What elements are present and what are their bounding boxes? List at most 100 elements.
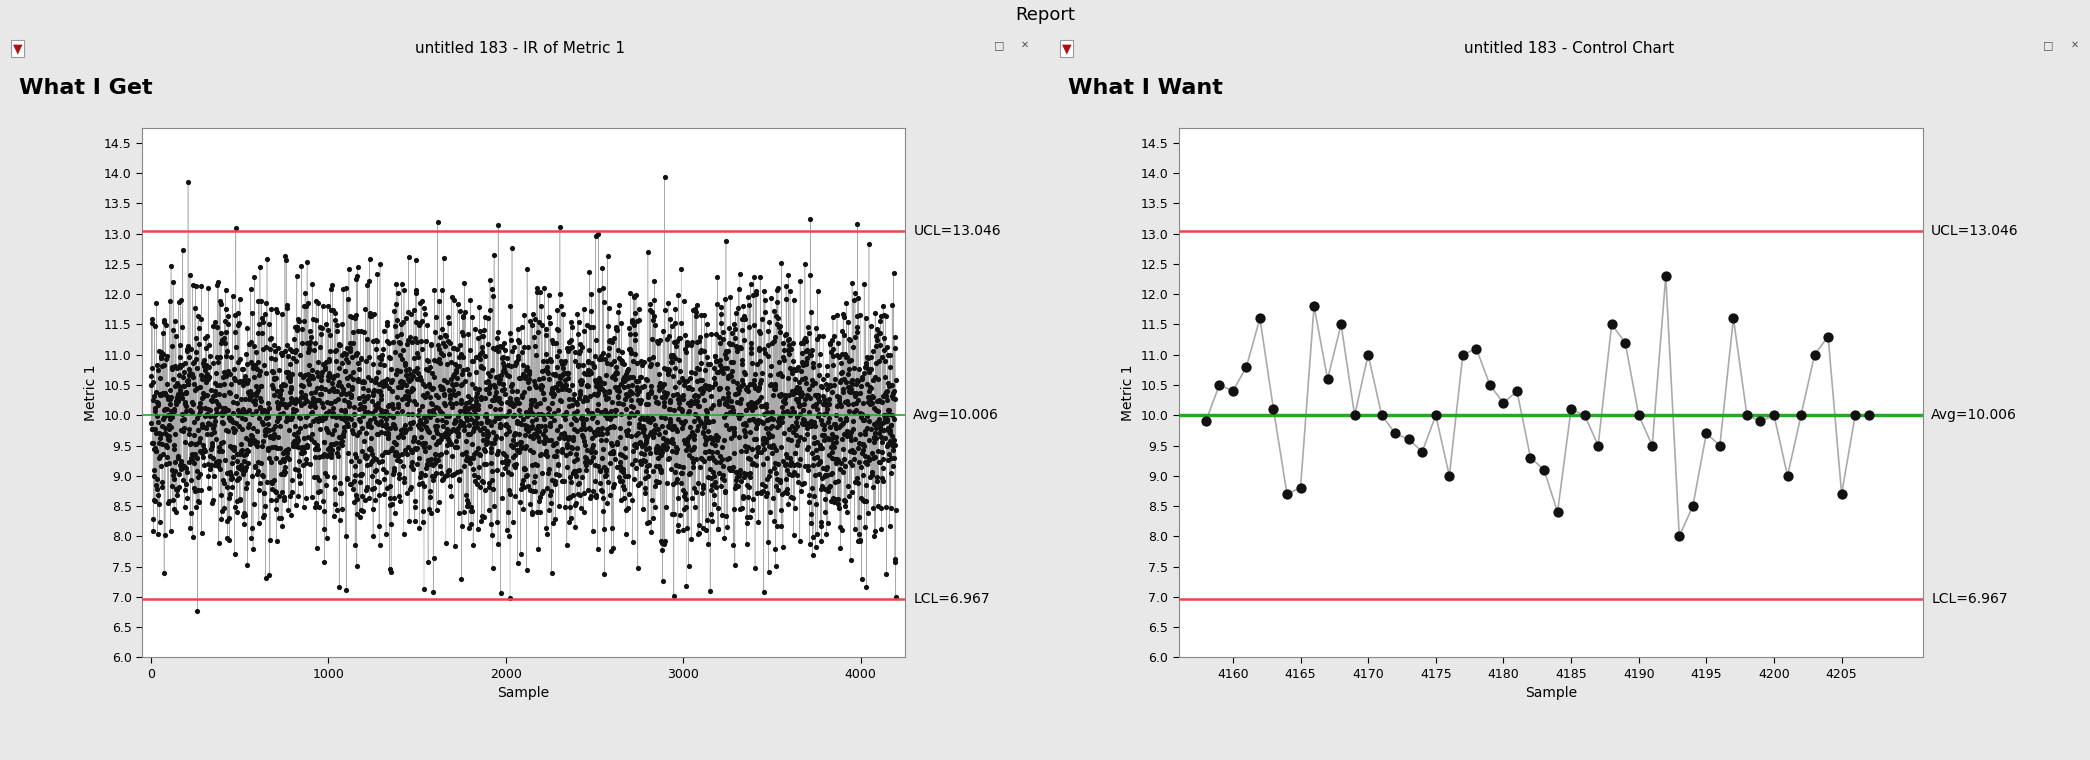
Point	[171, 340, 205, 352]
Point	[696, 489, 729, 501]
Point	[832, 480, 865, 492]
Point	[629, 397, 663, 410]
Point	[506, 359, 539, 372]
Point	[368, 377, 401, 389]
Point	[163, 359, 196, 371]
Point	[840, 388, 874, 400]
Point	[414, 391, 447, 404]
Point	[470, 410, 504, 422]
Point	[623, 371, 656, 383]
Point	[305, 299, 339, 312]
Point	[700, 328, 734, 340]
Point	[617, 290, 650, 302]
Point	[673, 445, 706, 457]
Point	[780, 423, 813, 435]
Point	[817, 379, 851, 391]
Point	[460, 391, 493, 404]
Point	[435, 438, 468, 450]
Point	[786, 413, 819, 425]
Point	[698, 476, 732, 488]
Point	[368, 408, 401, 420]
Point	[796, 481, 830, 493]
Point	[878, 556, 911, 568]
Point	[878, 413, 911, 425]
Point	[568, 456, 602, 468]
Point	[259, 535, 293, 547]
Point	[345, 504, 378, 516]
Point	[387, 376, 420, 388]
Point	[387, 284, 420, 296]
Point	[437, 468, 470, 480]
Point	[637, 419, 671, 431]
Point	[309, 407, 343, 420]
Point	[389, 426, 422, 438]
Point	[451, 522, 485, 534]
Point	[859, 475, 892, 487]
Point	[700, 446, 734, 458]
Point	[598, 453, 631, 465]
Point	[215, 481, 249, 493]
Point	[305, 370, 339, 382]
Point	[660, 334, 694, 347]
Point	[867, 355, 901, 367]
Point	[646, 439, 679, 451]
Point	[527, 356, 560, 368]
Point	[826, 524, 859, 537]
Point	[268, 249, 301, 261]
Point	[343, 398, 376, 410]
Point	[644, 448, 677, 460]
Point	[435, 490, 468, 502]
Point	[623, 302, 656, 315]
Point	[614, 430, 648, 442]
Point	[782, 477, 815, 489]
Point	[784, 390, 817, 402]
Point	[439, 540, 472, 553]
Point	[853, 239, 886, 251]
Text: ✕: ✕	[2071, 40, 2077, 50]
Y-axis label: Metric 1: Metric 1	[84, 364, 98, 421]
Point	[702, 395, 736, 407]
Point	[529, 323, 562, 335]
Point	[479, 390, 512, 402]
Point	[535, 334, 568, 346]
Point	[334, 382, 368, 394]
Point	[399, 287, 433, 299]
Point	[876, 299, 909, 311]
Point	[631, 516, 665, 528]
Point	[370, 405, 403, 417]
Point	[663, 492, 696, 504]
Point	[805, 454, 838, 467]
Point	[654, 320, 688, 332]
Point	[201, 460, 236, 472]
Point	[372, 446, 405, 458]
Point	[171, 378, 205, 390]
Point	[692, 416, 725, 428]
Point	[867, 423, 901, 435]
Point	[752, 440, 786, 452]
Point	[729, 381, 763, 393]
Point	[545, 378, 579, 391]
Point	[798, 498, 832, 510]
Point	[330, 348, 364, 360]
Point	[876, 410, 909, 422]
Point	[585, 382, 619, 394]
Point	[863, 413, 897, 425]
Point	[288, 492, 322, 505]
Point	[838, 523, 872, 535]
Point	[238, 404, 272, 416]
Point	[502, 428, 535, 440]
Point	[353, 307, 387, 319]
Point	[502, 372, 535, 384]
Point	[746, 478, 780, 490]
Point	[773, 457, 807, 469]
Point	[740, 441, 773, 453]
Point	[226, 363, 259, 375]
Point	[291, 256, 324, 268]
Point	[533, 496, 566, 508]
Point	[821, 399, 855, 411]
Point	[769, 280, 803, 293]
Point	[635, 351, 669, 363]
Point	[431, 469, 464, 481]
Point	[286, 442, 320, 454]
Point	[800, 410, 834, 422]
